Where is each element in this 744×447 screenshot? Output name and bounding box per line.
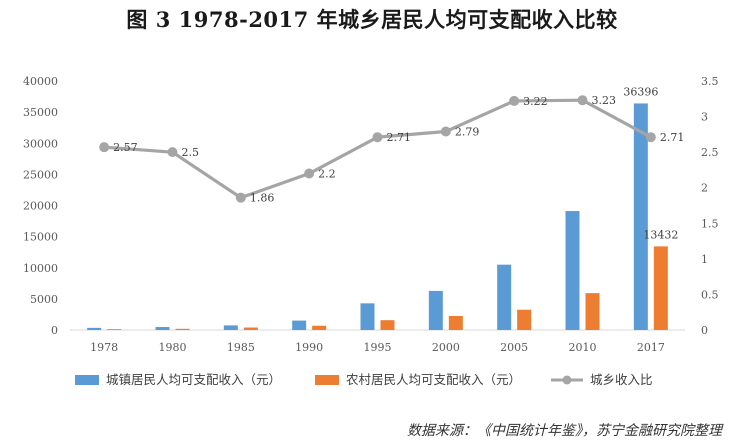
left-axis-tick-label: 5000 [30, 293, 58, 306]
legend-swatch-rural [315, 375, 339, 385]
urban-income-bar [497, 264, 512, 330]
urban-income-bar [155, 327, 170, 330]
left-axis-tick-label: 0 [51, 324, 58, 337]
x-axis-tick-label: 1990 [295, 341, 323, 354]
right-axis-tick-label: 3 [701, 111, 708, 124]
right-axis-tick-label: 2 [701, 182, 708, 195]
urban-income-bar [292, 320, 307, 330]
bar-series [87, 103, 668, 330]
legend-label-urban: 城镇居民人均可支配收入（元） [106, 372, 281, 387]
rural-income-bar [517, 309, 532, 330]
left-axis-tick-label: 10000 [23, 262, 58, 275]
ratio-point [235, 192, 246, 203]
ratio-data-label: 2.57 [113, 141, 137, 154]
urban-income-bar [223, 325, 238, 330]
x-axis-tick-label: 2005 [500, 341, 528, 354]
axes: 0500010000150002000025000300003500040000… [23, 75, 719, 354]
x-axis-tick-label: 2000 [432, 341, 460, 354]
rural-income-bar [175, 328, 190, 330]
right-axis-tick-label: 1.5 [701, 217, 719, 230]
ratio-data-label: 3.22 [523, 95, 548, 108]
rural-income-bar [243, 327, 258, 330]
ratio-point [509, 95, 520, 106]
ratio-data-label: 3.23 [592, 94, 617, 107]
ratio-point [577, 95, 588, 106]
x-axis-tick-label: 2017 [637, 341, 665, 354]
ratio-point [304, 168, 315, 179]
ratio-point [372, 132, 383, 143]
x-axis-tick-label: 2010 [569, 341, 597, 354]
rural-income-bar [312, 325, 327, 330]
x-axis-tick-label: 1985 [227, 341, 255, 354]
left-axis-tick-label: 35000 [23, 106, 58, 119]
right-axis-tick-label: 2.5 [701, 146, 719, 159]
rural-income-bar [585, 293, 600, 330]
ratio-data-label: 2.71 [387, 131, 412, 144]
legend-label-rural: 农村居民人均可支配收入（元） [346, 372, 521, 387]
rural-income-bar [107, 329, 122, 330]
x-axis-tick-label: 1978 [90, 341, 118, 354]
urban-income-bar [87, 327, 102, 330]
urban-income-bar [633, 103, 648, 330]
source-note: 数据来源：《中国统计年鉴》，苏宁金融研究院整理 [407, 423, 722, 439]
right-axis-tick-label: 1 [701, 253, 708, 266]
x-axis-tick-label: 1980 [159, 341, 187, 354]
rural-income-bar [653, 246, 668, 330]
ratio-point [645, 132, 656, 143]
left-axis-tick-label: 25000 [23, 168, 58, 181]
rural-income-bar [380, 320, 395, 330]
legend: 城镇居民人均可支配收入（元） 农村居民人均可支配收入（元） 城乡收入比 [75, 372, 653, 387]
rural-income-bar [448, 315, 463, 330]
ratio-data-label: 2.2 [318, 167, 336, 180]
right-axis-tick-label: 3.5 [701, 75, 719, 88]
ratio-data-label: 2.5 [182, 146, 200, 159]
chart-title: 图 3 1978-2017 年城乡居民人均可支配收入比较 [126, 7, 618, 32]
right-axis-tick-label: 0.5 [701, 288, 719, 301]
urban-bar-data-label: 36396 [623, 85, 658, 98]
urban-income-bar [565, 211, 580, 330]
left-axis-tick-label: 20000 [23, 200, 58, 213]
urban-income-bar [360, 303, 375, 330]
left-axis-tick-label: 40000 [23, 75, 58, 88]
ratio-data-label: 1.86 [250, 192, 274, 205]
rural-bar-data-label: 13432 [643, 228, 678, 241]
ratio-point [167, 147, 178, 158]
ratio-point [99, 142, 110, 153]
ratio-data-label: 2.71 [660, 131, 685, 144]
legend-swatch-ratio-marker [562, 375, 572, 385]
x-axis-tick-label: 1995 [364, 341, 392, 354]
urban-income-bar [428, 290, 443, 330]
ratio-line-series [99, 95, 656, 203]
right-axis-tick-label: 0 [701, 324, 708, 337]
legend-label-ratio: 城乡收入比 [590, 372, 653, 387]
data-labels: 2.57 2.5 1.86 2.2 2.71 2.79 3.22 3.23 2.71 36396 1… [113, 85, 684, 241]
legend-swatch-urban [75, 375, 99, 385]
left-axis-tick-label: 15000 [23, 231, 58, 244]
ratio-data-label: 2.79 [455, 126, 480, 139]
left-axis-tick-label: 30000 [23, 137, 58, 150]
ratio-point [440, 126, 451, 137]
